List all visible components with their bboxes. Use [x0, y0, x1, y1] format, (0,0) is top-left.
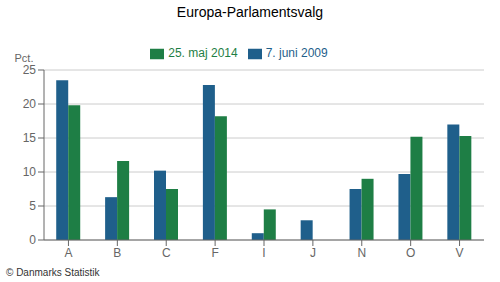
svg-text:25: 25	[23, 63, 37, 77]
svg-text:O: O	[406, 246, 415, 260]
svg-text:F: F	[211, 246, 218, 260]
html-text:25. maj 2014: 25. maj 2014	[168, 46, 238, 60]
svg-text:B: B	[113, 246, 121, 260]
svg-text:C: C	[162, 246, 171, 260]
svg-text:5: 5	[29, 199, 36, 213]
svg-text:V: V	[456, 246, 464, 260]
svg-text:10: 10	[23, 165, 37, 179]
svg-text:15: 15	[23, 131, 37, 145]
svg-text:J: J	[310, 246, 316, 260]
svg-text:I: I	[262, 246, 265, 260]
svg-text:Pct.: Pct.	[15, 52, 34, 64]
html-text:© Danmarks Statistik: © Danmarks Statistik	[6, 267, 100, 278]
html-text:7. juni 2009: 7. juni 2009	[265, 46, 328, 60]
svg-text:A: A	[64, 246, 72, 260]
svg-text:20: 20	[23, 97, 37, 111]
svg-text:N: N	[357, 246, 366, 260]
svg-text:0: 0	[29, 233, 36, 247]
html-text:Europa-Parlamentsvalg: Europa-Parlamentsvalg	[176, 4, 324, 20]
